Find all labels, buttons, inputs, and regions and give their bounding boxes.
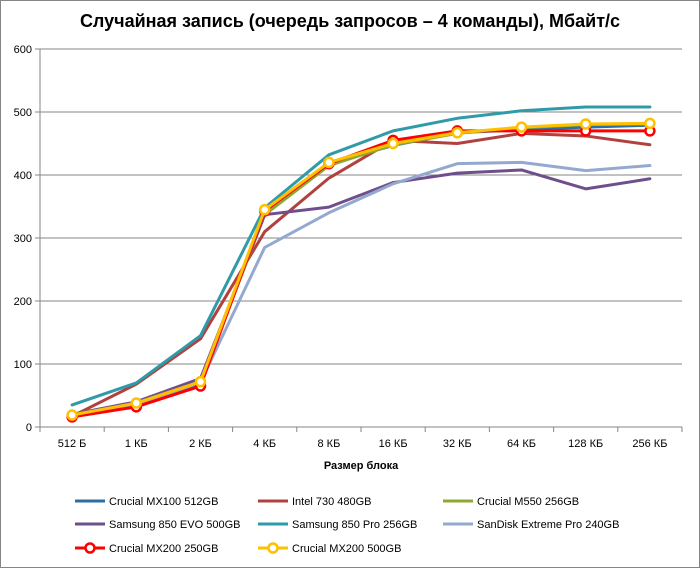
data-point xyxy=(66,409,78,421)
legend-label: Crucial MX200 250GB xyxy=(109,543,218,555)
data-point xyxy=(515,121,528,133)
legend-label: SanDisk Extreme Pro 240GB xyxy=(477,519,619,531)
x-tick-label: 256 КБ xyxy=(632,438,667,450)
series-line xyxy=(70,121,652,417)
x-tick-label: 64 КБ xyxy=(507,438,536,450)
series-line xyxy=(70,131,652,418)
legend-marker xyxy=(84,542,96,554)
y-tick-label: 200 xyxy=(14,296,32,308)
x-tick-label: 32 КБ xyxy=(443,438,472,450)
y-tick-label: 500 xyxy=(14,107,32,119)
chart-legend: Crucial MX100 512GB Intel 730 480GB Crucia… xyxy=(75,496,619,555)
series-line xyxy=(70,160,652,418)
x-tick-label: 2 КБ xyxy=(189,438,212,450)
legend-label: Samsung 850 EVO 500GB xyxy=(109,519,240,531)
series-line xyxy=(70,105,652,407)
y-tick-label: 400 xyxy=(14,170,32,182)
series-line xyxy=(70,129,652,419)
data-point xyxy=(387,137,399,150)
data-point xyxy=(323,156,335,169)
legend-label: Crucial MX100 512GB xyxy=(109,496,218,508)
chart-title: Случайная запись (очередь запросов – 4 к… xyxy=(79,11,621,31)
x-tick-label: 16 КБ xyxy=(379,438,408,450)
x-tick-label: 512 Б xyxy=(58,438,87,450)
x-tick-label: 4 КБ xyxy=(253,438,276,450)
legend-label: Crucial MX200 500GB xyxy=(292,543,401,555)
chart-gridlines xyxy=(40,48,682,365)
x-axis-title: Размер блока xyxy=(324,460,399,472)
legend-label: Crucial M550 256GB xyxy=(477,496,579,508)
chart-series xyxy=(66,105,656,423)
data-point xyxy=(451,127,464,139)
data-point xyxy=(579,118,592,130)
data-point xyxy=(644,117,656,130)
y-tick-label: 0 xyxy=(26,422,32,434)
legend-marker xyxy=(267,542,279,554)
data-point xyxy=(258,203,271,216)
chart-axes: 0 100 200 300 400 500 600 512 Б 1 КБ 2 КБ 4 КБ 8 КБ… xyxy=(14,44,683,472)
series-line xyxy=(70,168,652,416)
data-point xyxy=(194,375,207,388)
x-tick-label: 128 КБ xyxy=(568,438,603,450)
y-tick-label: 600 xyxy=(14,44,32,56)
x-tick-label: 1 КБ xyxy=(125,438,148,450)
x-tick-label: 8 КБ xyxy=(317,438,340,450)
legend-label: Samsung 850 Pro 256GB xyxy=(292,519,417,531)
data-point xyxy=(130,397,143,409)
y-tick-label: 100 xyxy=(14,359,32,371)
legend-label: Intel 730 480GB xyxy=(292,496,372,508)
y-tick-label: 300 xyxy=(14,233,32,245)
